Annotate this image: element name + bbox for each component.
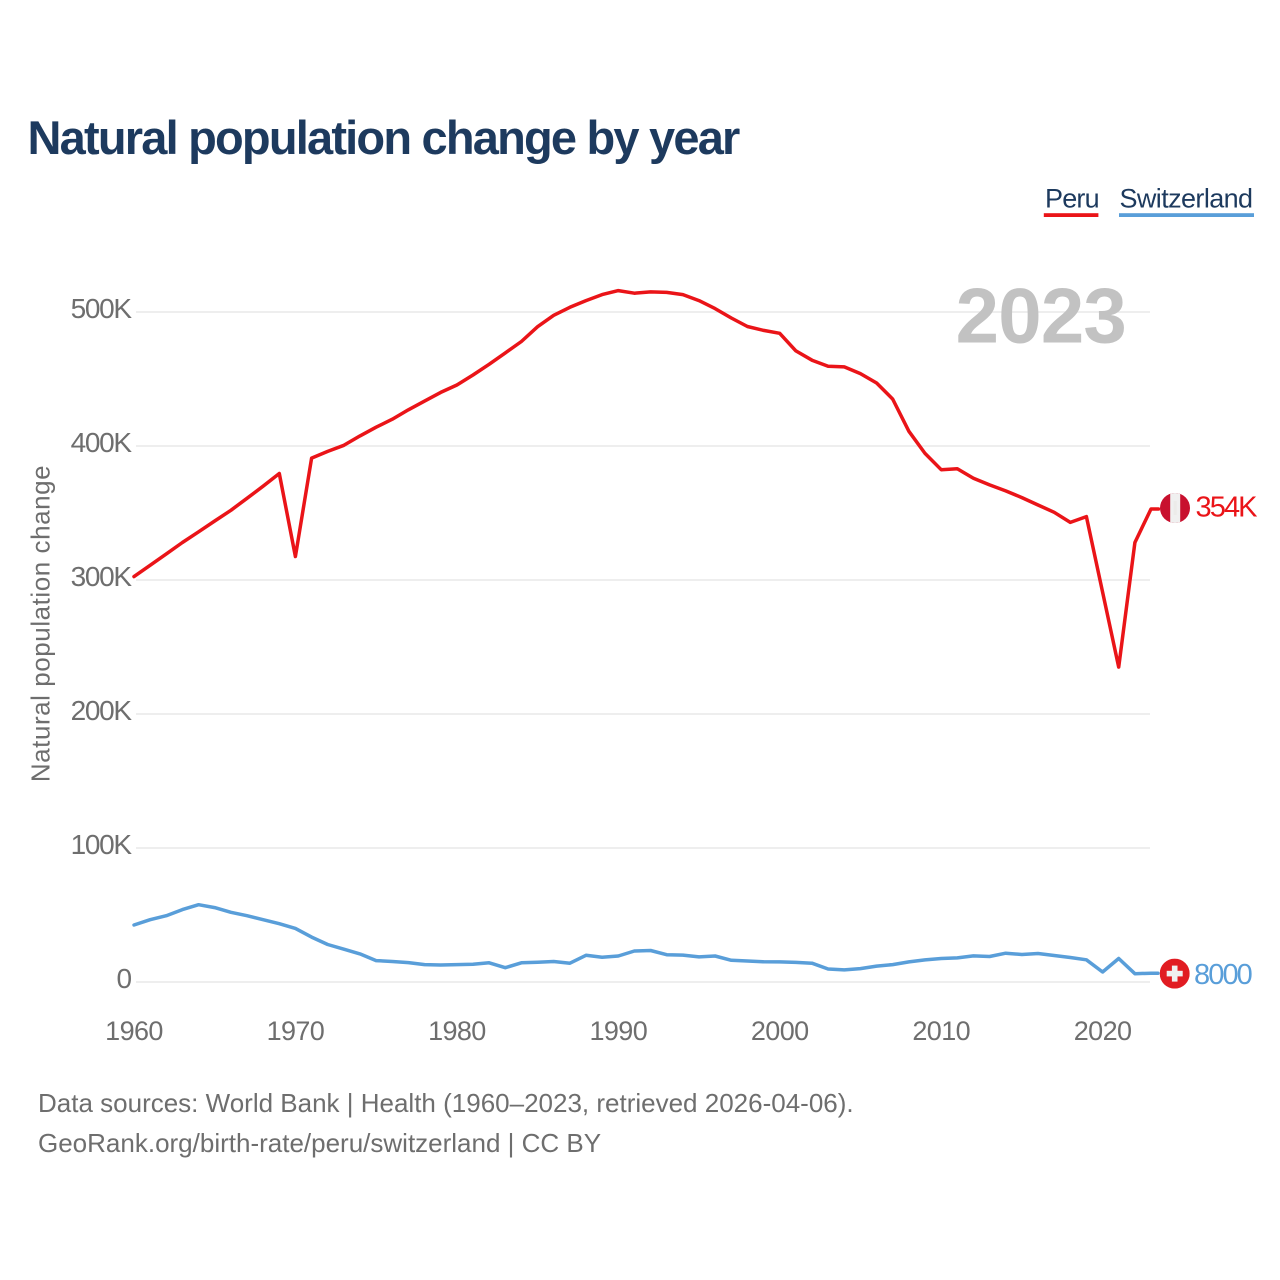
svg-text:2020: 2020 [1074, 1016, 1132, 1046]
svg-text:GeoRank.org/birth-rate/peru/sw: GeoRank.org/birth-rate/peru/switzerland … [38, 1128, 601, 1158]
svg-text:2000: 2000 [751, 1016, 809, 1046]
svg-text:Natural population change: Natural population change [26, 465, 56, 782]
svg-text:1970: 1970 [267, 1016, 325, 1046]
svg-text:1990: 1990 [589, 1016, 647, 1046]
svg-text:Natural population change by y: Natural population change by year [28, 111, 741, 164]
svg-text:200K: 200K [71, 695, 133, 726]
svg-text:1960: 1960 [105, 1016, 163, 1046]
svg-text:500K: 500K [71, 293, 133, 324]
svg-text:Switzerland: Switzerland [1120, 184, 1253, 214]
svg-text:354K: 354K [1196, 492, 1259, 524]
svg-text:Peru: Peru [1045, 184, 1099, 214]
svg-text:400K: 400K [71, 427, 133, 458]
svg-text:2023: 2023 [956, 272, 1126, 360]
svg-text:2010: 2010 [912, 1016, 970, 1046]
svg-text:100K: 100K [71, 829, 133, 860]
svg-text:Data sources: World Bank | Hea: Data sources: World Bank | Health (1960–… [38, 1088, 854, 1118]
svg-text:8000: 8000 [1194, 959, 1252, 991]
svg-text:0: 0 [117, 963, 132, 994]
svg-text:300K: 300K [71, 561, 133, 592]
svg-text:1980: 1980 [428, 1016, 486, 1046]
